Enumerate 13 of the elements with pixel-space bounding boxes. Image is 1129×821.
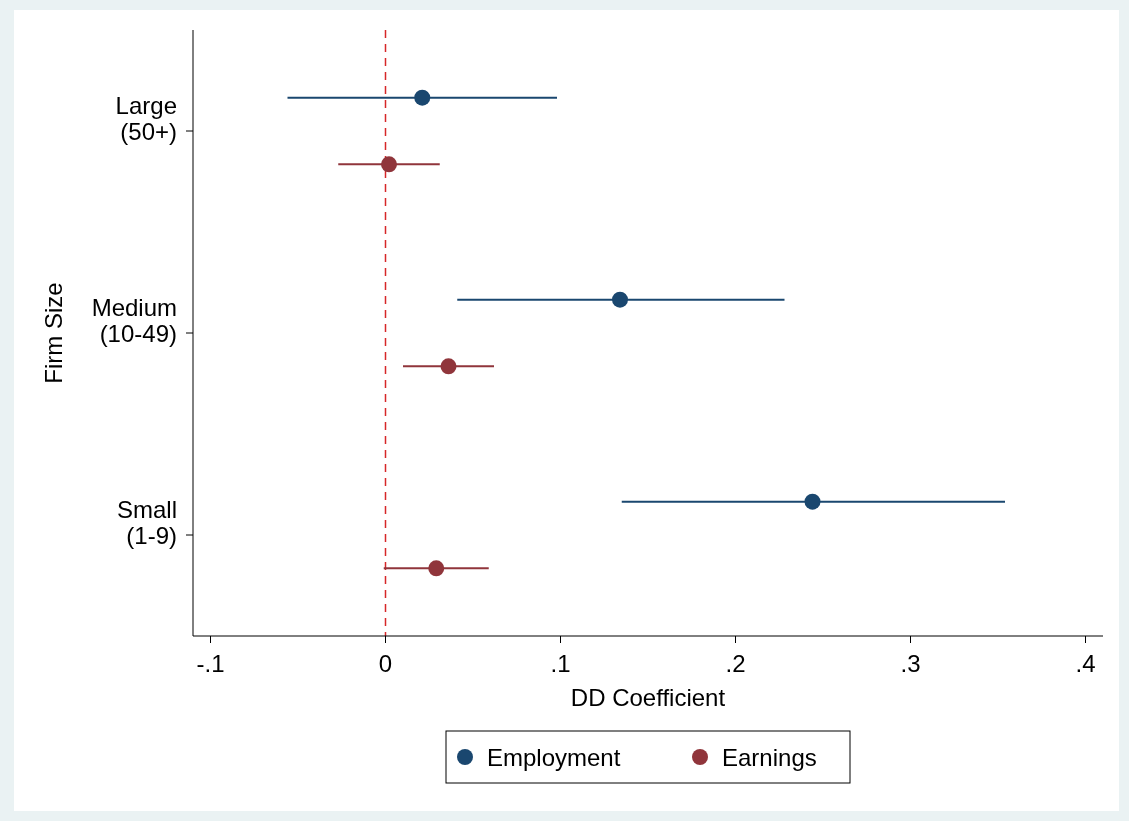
x-tick-label: -.1	[196, 650, 225, 677]
y-tick-label: Small (1-9)	[116, 496, 177, 549]
x-tick-label: 0	[378, 650, 393, 677]
x-axis-title: DD Coefficient	[570, 684, 726, 711]
x-tick-label: .4	[1075, 650, 1096, 677]
x-tick-label: .2	[725, 650, 746, 677]
x-tick-label: .3	[900, 650, 921, 677]
legend-label: Employment	[487, 744, 621, 771]
x-tick-label: .1	[550, 650, 571, 677]
y-tick-label: Medium (10-49)	[91, 294, 177, 347]
legend-label: Earnings	[722, 744, 817, 771]
y-tick-label: Large (50+)	[115, 92, 177, 145]
y-axis-title: Firm Size	[40, 282, 67, 384]
